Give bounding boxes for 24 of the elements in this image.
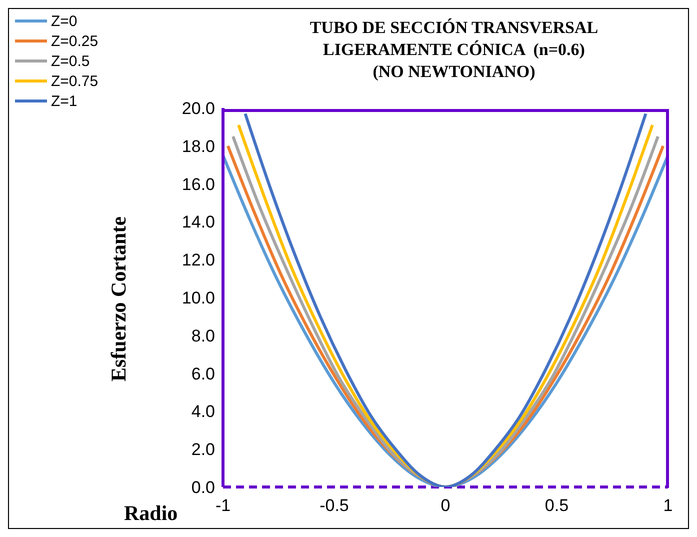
x-tick-label: -1: [215, 496, 231, 515]
y-tick-label: 10.0: [182, 288, 215, 308]
y-axis-title: Esfuerzo Cortante: [106, 216, 132, 382]
legend-label: Z=1: [51, 92, 78, 110]
y-tick-label: 0.0: [191, 478, 215, 498]
y-tick-label: 18.0: [182, 136, 215, 156]
x-tick-label: 1: [663, 496, 673, 515]
x-tick-label: 0: [440, 496, 450, 515]
legend-label: Z=0: [51, 12, 78, 30]
x-axis-title: Radio: [124, 501, 178, 526]
y-tick-label: 16.0: [182, 174, 215, 194]
y-tick-label: 20.0: [182, 99, 215, 118]
legend-label: Z=0.25: [51, 32, 98, 50]
legend-label: Z=0.75: [51, 72, 98, 90]
y-tick-label: 8.0: [191, 326, 215, 346]
y-tick-label: 4.0: [191, 402, 215, 422]
x-tick-label: 0.5: [544, 496, 569, 515]
x-tick-label: -0.5: [320, 496, 349, 515]
legend-label: Z=0.5: [51, 52, 90, 70]
y-tick-label: 6.0: [191, 364, 215, 384]
y-tick-label: 2.0: [191, 440, 215, 460]
y-tick-label: 12.0: [182, 250, 215, 270]
y-tick-label: 14.0: [182, 212, 215, 232]
chart-title: TUBO DE SECCIÓN TRANSVERSAL LIGERAMENTE CÓNICA (n=0.6) (NO NEWTONIANO): [308, 17, 600, 83]
